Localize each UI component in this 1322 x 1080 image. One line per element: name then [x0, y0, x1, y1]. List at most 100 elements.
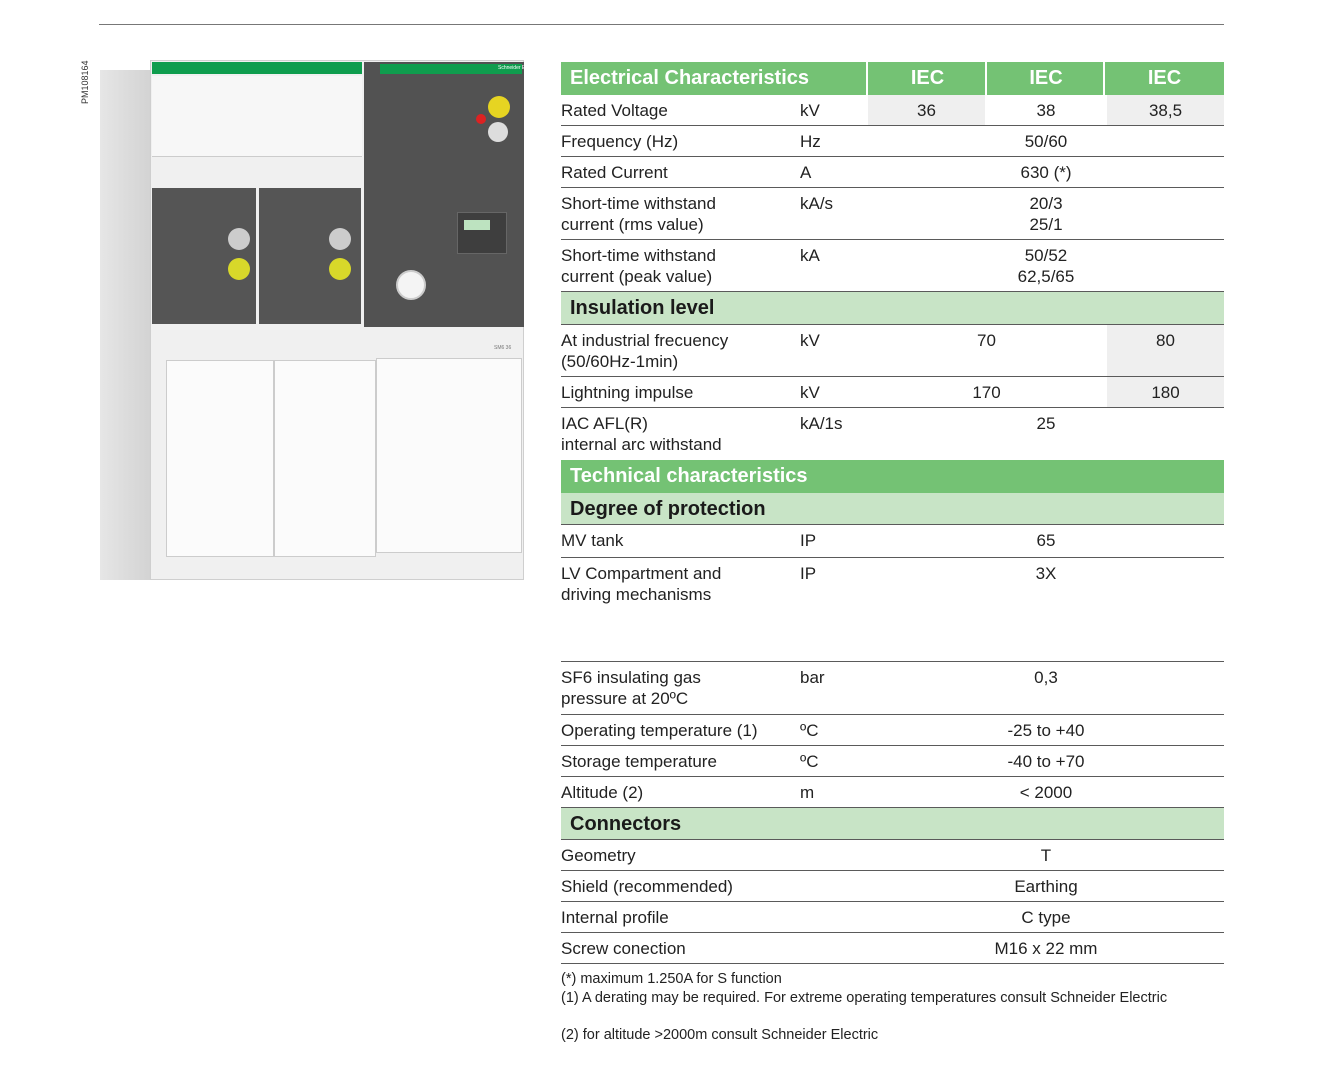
- row-label-line: current (peak value): [561, 267, 713, 286]
- table-row: Shield (recommended) Earthing: [561, 871, 1224, 902]
- value-line: < 2000: [1019, 783, 1073, 802]
- row-label: Screw conection: [561, 933, 800, 963]
- value-line: 70: [977, 331, 996, 350]
- row-unit: bar: [800, 668, 825, 687]
- table-header-row: Electrical Characteristics IEC IEC IEC: [561, 62, 1224, 95]
- row-label-line: Short-time withstand: [561, 194, 716, 213]
- row-label-line: Screw conection: [561, 939, 686, 958]
- value-line: 0,3: [1034, 668, 1058, 687]
- value-line: 62,5/65: [1017, 267, 1075, 286]
- table-row: Rated Current A 630 (*): [561, 157, 1224, 188]
- row-label-line: internal arc withstand: [561, 435, 722, 454]
- row-label-line: At industrial frecuency: [561, 331, 729, 350]
- row-label: Altitude (2): [561, 777, 800, 807]
- row-unit: [800, 933, 868, 963]
- column-header: IEC: [1147, 67, 1182, 89]
- row-unit: kV: [800, 101, 820, 120]
- section-title: Electrical Characteristics: [570, 67, 810, 89]
- row-label-line: Lightning impulse: [561, 383, 694, 402]
- column-header: IEC: [910, 67, 945, 89]
- row-label-line: Internal profile: [561, 908, 669, 927]
- row-label-line: Rated Voltage: [561, 101, 668, 120]
- row-label: Shield (recommended): [561, 871, 800, 901]
- row-label: SF6 insulating gas pressure at 20ºC: [561, 662, 800, 714]
- table-row: Internal profile C type: [561, 902, 1224, 933]
- row-label-line: Geometry: [561, 846, 636, 865]
- row-label: Lightning impulse: [561, 377, 800, 407]
- row-label-line: SF6 insulating gas: [561, 668, 701, 687]
- row-unit: [800, 871, 868, 901]
- value-line: 65: [1036, 531, 1056, 550]
- row-label-line: pressure at 20ºC: [561, 689, 689, 708]
- column-header: IEC: [1029, 67, 1063, 89]
- value-cell: 65: [868, 525, 1224, 557]
- value-line: 25: [1036, 414, 1056, 433]
- value-cell: 38: [987, 95, 1105, 125]
- row-unit: Hz: [800, 132, 821, 151]
- row-label-line: Short-time withstand: [561, 246, 716, 265]
- table-row: Short-time withstand current (rms value) k…: [561, 188, 1224, 240]
- row-unit: m: [800, 783, 815, 802]
- row-label: Internal profile: [561, 902, 800, 932]
- row-label-line: Operating temperature (1): [561, 721, 758, 740]
- column-divider: [985, 62, 987, 95]
- value-line: 50/52: [1024, 246, 1068, 265]
- table-row: Frequency (Hz) Hz 50/60: [561, 126, 1224, 157]
- row-label-line: Frequency (Hz): [561, 132, 679, 151]
- table-header-row: Technical characteristics: [561, 460, 1224, 493]
- value-cell: -40 to +70: [868, 746, 1224, 776]
- table-row: SF6 insulating gas pressure at 20ºC bar 0,3: [561, 662, 1224, 715]
- value-cell: 25: [868, 408, 1224, 460]
- footnote: (1) A derating may be required. For extr…: [561, 990, 1168, 1006]
- value-line: 50/60: [1024, 132, 1068, 151]
- row-unit: [800, 840, 868, 870]
- row-label: Rated Current: [561, 157, 800, 187]
- value-line: 630 (*): [1020, 163, 1072, 182]
- section-header: Insulation level: [561, 292, 1224, 325]
- table-row: Screw conection M16 x 22 mm: [561, 933, 1224, 964]
- row-label-line: IAC AFL(R): [561, 414, 648, 433]
- table-row: Rated Voltage kV 36 38 38,5: [561, 95, 1224, 126]
- value-cell: 0,3: [868, 662, 1224, 714]
- value-line: 36: [917, 101, 936, 120]
- value-line: 20/3: [1029, 194, 1063, 213]
- top-rule: [99, 24, 1224, 25]
- value-line: -25 to +40: [1007, 721, 1085, 740]
- section-title: Technical characteristics: [570, 465, 808, 487]
- row-label: LV Compartment and driving mechanisms: [561, 558, 800, 661]
- value-cell: -25 to +40: [868, 715, 1224, 745]
- row-label-line: LV Compartment and: [561, 564, 722, 583]
- row-label-line: Altitude (2): [561, 783, 644, 802]
- value-cell: Earthing: [868, 871, 1224, 901]
- value-cell: 170: [868, 377, 1105, 407]
- value-line: C type: [1021, 908, 1071, 927]
- value-cell: 3X: [868, 558, 1224, 661]
- row-label: At industrial frecuency (50/60Hz-1min): [561, 325, 800, 376]
- row-label-line: MV tank: [561, 531, 624, 550]
- value-line: 170: [972, 383, 1001, 402]
- value-cell: 50/52 62,5/65: [868, 240, 1224, 291]
- row-unit: ºC: [800, 752, 819, 771]
- row-label: Rated Voltage: [561, 95, 800, 125]
- table-row: LV Compartment and driving mechanisms IP 3X: [561, 558, 1224, 662]
- value-line: 80: [1156, 331, 1175, 350]
- value-line: 38,5: [1148, 101, 1183, 120]
- row-label-line: Shield (recommended): [561, 877, 733, 896]
- footnote: (*) maximum 1.250A for S function: [561, 971, 782, 987]
- footnote: (2) for altitude >2000m consult Schneide…: [561, 1027, 879, 1043]
- value-cell: 630 (*): [868, 157, 1224, 187]
- table-row: Operating temperature (1) ºC -25 to +40: [561, 715, 1224, 746]
- photo-code: PM108164: [80, 60, 90, 104]
- row-unit: kA: [800, 246, 820, 265]
- row-unit: ºC: [800, 721, 819, 740]
- table-row: At industrial frecuency (50/60Hz-1min) kV 7…: [561, 325, 1224, 377]
- row-label: IAC AFL(R) internal arc withstand: [561, 408, 800, 460]
- table-row: Altitude (2) m < 2000: [561, 777, 1224, 808]
- value-cell: 20/3 25/1: [868, 188, 1224, 239]
- value-line: 38: [1036, 101, 1056, 120]
- row-unit: [800, 902, 868, 932]
- section-title: Connectors: [570, 813, 682, 835]
- row-unit: kA/s: [800, 194, 834, 213]
- section-header: Connectors: [561, 808, 1224, 840]
- row-label-line: Rated Current: [561, 163, 668, 182]
